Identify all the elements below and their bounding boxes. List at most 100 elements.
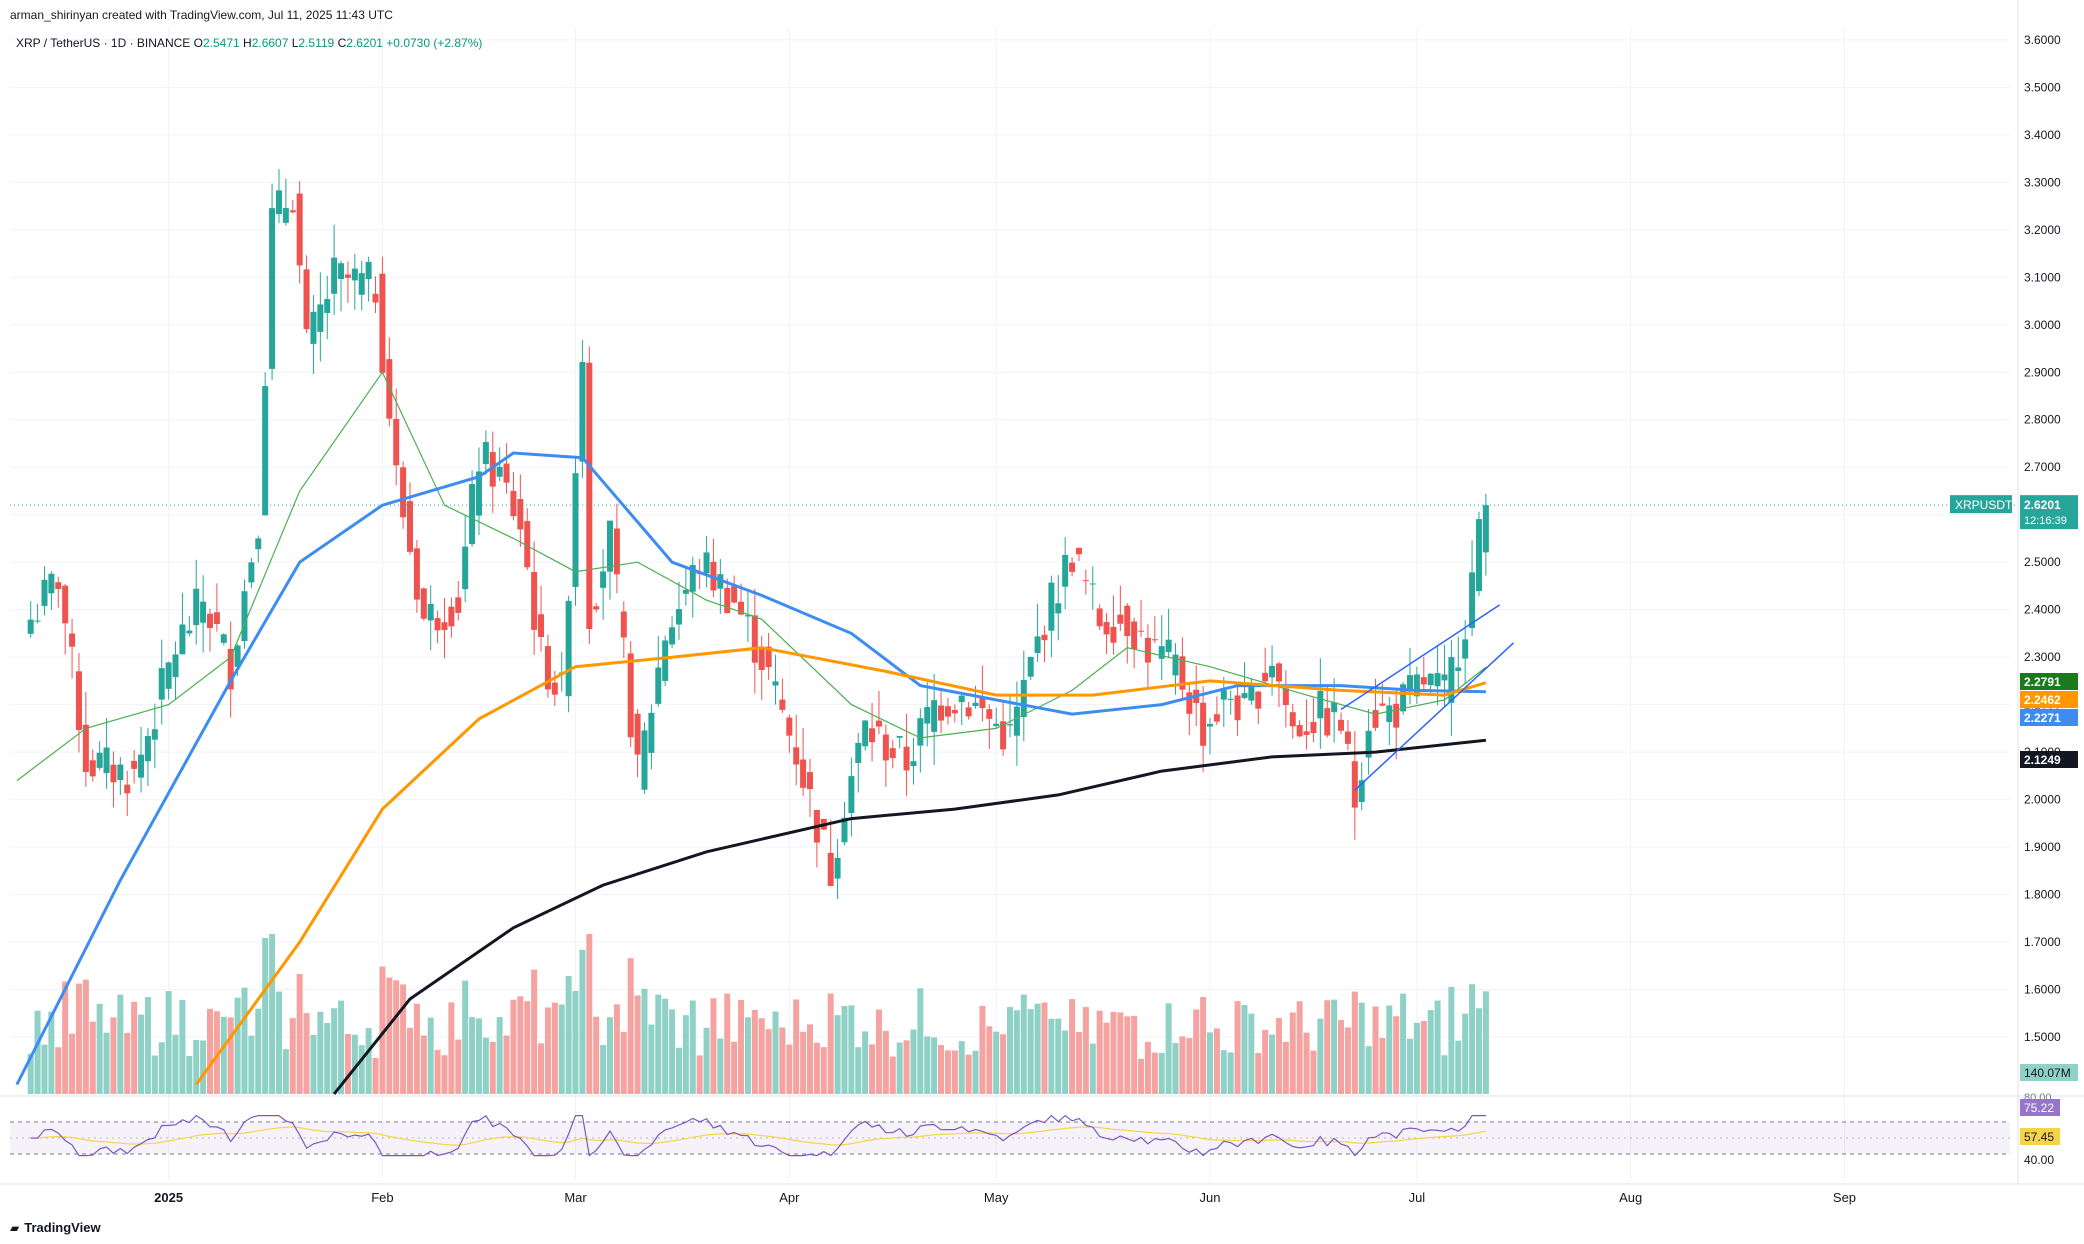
volume-bar [1158, 1052, 1165, 1094]
volume-bar [462, 980, 469, 1094]
candle-body [1379, 703, 1386, 706]
volume-bar [1089, 1043, 1096, 1094]
candle-body [393, 418, 400, 466]
candle-series [27, 169, 1489, 899]
symbol-info: XRP / TetherUS · 1D · BINANCE O2.5471 H2… [16, 36, 482, 50]
candle-body [1207, 723, 1213, 727]
candle-body [1013, 706, 1020, 736]
price-tag [2020, 495, 2078, 530]
candle-body [958, 695, 965, 703]
price-tick-label: 3.4000 [2024, 128, 2061, 142]
candle-body [275, 190, 282, 215]
volume-bar [241, 987, 248, 1094]
volume-bar [834, 1015, 841, 1094]
candle-body [255, 538, 262, 550]
volume-bar [420, 1035, 427, 1094]
channel-trendline [1354, 642, 1514, 791]
candle-body [172, 654, 179, 678]
volume-bar [1172, 1043, 1179, 1094]
volume-bar [1041, 1002, 1048, 1094]
volume-bar [510, 999, 517, 1094]
volume-bar [372, 1057, 379, 1094]
candle-body [262, 386, 269, 516]
volume-bar [75, 983, 82, 1094]
symbol-tag [1950, 495, 2012, 514]
candle-body [413, 548, 420, 600]
volume-bar [931, 1037, 938, 1094]
volume-bar [303, 1013, 310, 1094]
price-tick-label: 2.7000 [2024, 460, 2061, 474]
candle-body [1310, 721, 1317, 734]
ma-value-label: 2.2271 [2024, 711, 2061, 725]
candle-body [758, 648, 765, 671]
candle-body [475, 471, 482, 516]
candle-body [1455, 667, 1462, 671]
volume-bar [558, 1004, 565, 1094]
volume-bar [1007, 1006, 1013, 1094]
volume-bar [565, 976, 572, 1094]
tradingview-logo[interactable]: ▰ TradingView [10, 1220, 101, 1235]
candle-body [1186, 692, 1193, 714]
candle-body [1062, 554, 1069, 587]
candle-body [1462, 639, 1469, 659]
price-tick-label: 2.3000 [2024, 650, 2061, 664]
candle-body [1220, 690, 1227, 700]
volume-bar [407, 1027, 413, 1094]
candle-body [62, 585, 69, 624]
volume-bar [717, 1038, 724, 1094]
volume-bar [1234, 1001, 1241, 1094]
volume-bar [338, 1000, 345, 1094]
candle-body [579, 362, 586, 462]
volume-bar [1407, 1038, 1413, 1094]
volume-bar [1289, 1012, 1296, 1094]
candle-body [924, 707, 931, 724]
volume-bar [1462, 1013, 1469, 1094]
volume-bar [544, 1007, 551, 1094]
candle-body [1048, 582, 1055, 631]
rsi-ma-line [30, 1126, 1487, 1146]
volume-bar [524, 1001, 531, 1094]
candle-body [1041, 634, 1048, 641]
volume-bar [1365, 1046, 1372, 1094]
candle-body [751, 615, 758, 663]
volume-bar [751, 1009, 758, 1094]
candle-body [1158, 646, 1165, 659]
candle-body [227, 648, 234, 690]
candle-body [1469, 572, 1476, 629]
volume-bar [27, 1053, 34, 1094]
candle-body [358, 273, 365, 295]
candle-body [213, 612, 220, 625]
candle-body [869, 728, 876, 743]
volume-bar [117, 994, 124, 1094]
volume-bar [1151, 1052, 1158, 1094]
candle-body [1407, 675, 1413, 692]
moving-average-line [16, 371, 1487, 782]
brand-name: TradingView [24, 1220, 101, 1235]
volume-bar [158, 1042, 165, 1094]
volume-bar [551, 1002, 558, 1094]
price-tick-label: 3.0000 [2024, 318, 2061, 332]
candle-body [586, 362, 593, 629]
candle-body [131, 760, 138, 769]
volume-bar [124, 1032, 131, 1094]
rsi-tick-label: 40.00 [2024, 1153, 2054, 1167]
volume-bar [1186, 1038, 1193, 1094]
candle-body [1262, 672, 1269, 682]
candle-body [1020, 679, 1027, 718]
candle-body [41, 579, 48, 606]
candle-body [344, 274, 351, 278]
candle-body [1034, 636, 1041, 654]
candle-body [882, 734, 889, 761]
candle-body [655, 667, 662, 704]
candle-body [1351, 761, 1358, 808]
ma-value-label: 2.1249 [2024, 753, 2061, 767]
volume-tag [2020, 1064, 2078, 1081]
price-tick-label: 2.0000 [2024, 793, 2061, 807]
ma-value-label: 2.2462 [2024, 693, 2061, 707]
candle-body [365, 261, 372, 280]
candle-body [351, 268, 358, 281]
price-tick-label: 1.7000 [2024, 935, 2061, 949]
candle-body [1441, 674, 1448, 681]
candle-body [220, 634, 227, 643]
